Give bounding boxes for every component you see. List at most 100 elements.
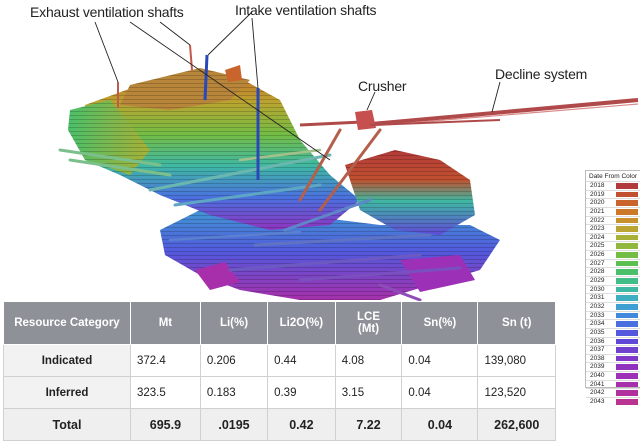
cell-mt: 323.5	[129, 376, 201, 409]
crusher-label: Crusher	[358, 78, 407, 94]
legend-year: 2038	[590, 354, 605, 362]
legend-row: 2026	[586, 250, 640, 259]
legend-year: 2026	[590, 251, 605, 259]
legend-row: 2034	[586, 319, 640, 328]
legend-year: 2029	[590, 277, 605, 285]
legend-year: 2023	[590, 225, 605, 233]
legend-year: 2019	[590, 190, 605, 198]
resource-table: Resource Category Mt Li(%) Li2O(%) LCE (…	[3, 301, 556, 441]
legend-color-swatch	[616, 217, 638, 224]
legend-row: 2029	[586, 276, 640, 285]
legend-row: 2031	[586, 293, 640, 302]
legend-year: 2032	[590, 302, 605, 310]
legend-row: 2036	[586, 336, 640, 346]
cell-sn-t: 262,600	[477, 408, 556, 441]
legend-row: 2037	[586, 345, 640, 354]
cell-li: 0.206	[199, 344, 269, 377]
cell-li: 0.183	[199, 376, 269, 409]
legend-color-swatch	[616, 286, 638, 293]
legend-year: 2030	[590, 285, 605, 293]
legend-color-swatch	[616, 200, 638, 206]
legend-color-swatch	[616, 364, 638, 371]
legend-color-swatch	[616, 312, 638, 319]
legend-row: 2021	[586, 206, 640, 216]
cell-sn-pct: 0.04	[401, 376, 479, 409]
header-lce-mt: LCE (Mt)	[334, 301, 403, 345]
legend-row: 2032	[586, 301, 640, 311]
legend-row: 2027	[586, 258, 640, 268]
legend-year: 2037	[590, 346, 605, 354]
cell-sn-pct: 0.04	[401, 344, 479, 377]
legend-row: 2028	[586, 267, 640, 276]
legend-color-swatch	[616, 208, 638, 215]
legend-header-color: Color	[621, 173, 637, 180]
legend-color-swatch	[616, 381, 638, 388]
legend-row: 2035	[586, 327, 640, 337]
legend-row: 2041	[586, 379, 640, 389]
legend-color-swatch	[616, 252, 638, 258]
exhaust-shafts-label: Exhaust ventilation shafts	[30, 4, 184, 20]
table-row: Indicated 372.4 0.206 0.44 4.08 0.04 139…	[3, 344, 556, 377]
legend-year: 2043	[590, 398, 605, 406]
legend-year: 2041	[590, 380, 605, 388]
legend-color-swatch	[616, 243, 638, 250]
legend-row: 2020	[586, 198, 640, 207]
legend-color-swatch	[616, 355, 638, 362]
ventilation-shafts	[117, 44, 260, 180]
decline-system	[299, 98, 639, 130]
decline-system-label: Decline system	[495, 66, 588, 82]
legend-row: 2043	[586, 397, 640, 406]
legend-row: 2042	[586, 388, 640, 397]
legend-year: 2039	[590, 363, 605, 371]
legend-year: 2040	[590, 372, 605, 380]
legend-year: 2020	[590, 199, 605, 207]
legend-color-swatch	[616, 234, 638, 241]
legend-row: 2024	[586, 232, 640, 242]
cell-li2o: 0.39	[267, 376, 336, 409]
legend-year: 2018	[590, 182, 605, 189]
header-sn-pct: Sn(%)	[401, 301, 479, 345]
intake-shaft-1	[203, 54, 209, 101]
cell-category: Inferred	[3, 376, 131, 409]
main-orebody	[68, 68, 360, 230]
legend-row: 2030	[586, 284, 640, 294]
legend-color-swatch	[616, 183, 638, 189]
legend-row: 2025	[586, 241, 640, 250]
legend-row: 2022	[586, 215, 640, 225]
header-resource-category: Resource Category	[3, 301, 131, 345]
cell-mt: 695.9	[129, 408, 201, 441]
legend-color-swatch	[616, 191, 638, 198]
legend-row: 2023	[586, 224, 640, 233]
legend-year: 2034	[590, 320, 605, 328]
legend-year: 2028	[590, 268, 605, 276]
legend-row: 2039	[586, 362, 640, 371]
header-lce-line1: LCE	[357, 311, 381, 323]
legend-color-swatch	[616, 295, 638, 301]
legend-row: 2038	[586, 353, 640, 363]
header-lce-line2: (Mt)	[358, 323, 380, 335]
cell-li2o: 0.42	[267, 408, 336, 441]
legend-year: 2036	[590, 337, 605, 345]
legend-year: 2042	[590, 389, 605, 397]
cell-li: .0195	[199, 408, 269, 441]
legend-header: Date From Color	[586, 171, 640, 181]
header-sn-t: Sn (t)	[477, 301, 556, 345]
mine-model-diagram	[58, 11, 639, 302]
legend-color-swatch	[616, 269, 638, 276]
legend-color-swatch	[616, 260, 638, 267]
right-orebody	[345, 150, 475, 235]
legend-color-swatch	[616, 278, 638, 284]
legend-color-swatch	[616, 338, 638, 345]
cell-sn-pct: 0.04	[401, 408, 479, 441]
legend-year: 2027	[590, 259, 605, 267]
legend-row: 2019	[586, 189, 640, 199]
table-header-row: Resource Category Mt Li(%) Li2O(%) LCE (…	[3, 301, 556, 345]
legend-color-swatch	[616, 303, 638, 310]
cell-lce: 7.22	[334, 408, 403, 441]
header-li-pct: Li(%)	[199, 301, 269, 345]
tunnel-network	[58, 128, 462, 302]
cell-sn-t: 123,520	[477, 376, 556, 409]
legend-year: 2021	[590, 207, 605, 215]
crusher-structure	[355, 110, 376, 130]
intake-shafts-label: Intake ventilation shafts	[235, 2, 377, 18]
